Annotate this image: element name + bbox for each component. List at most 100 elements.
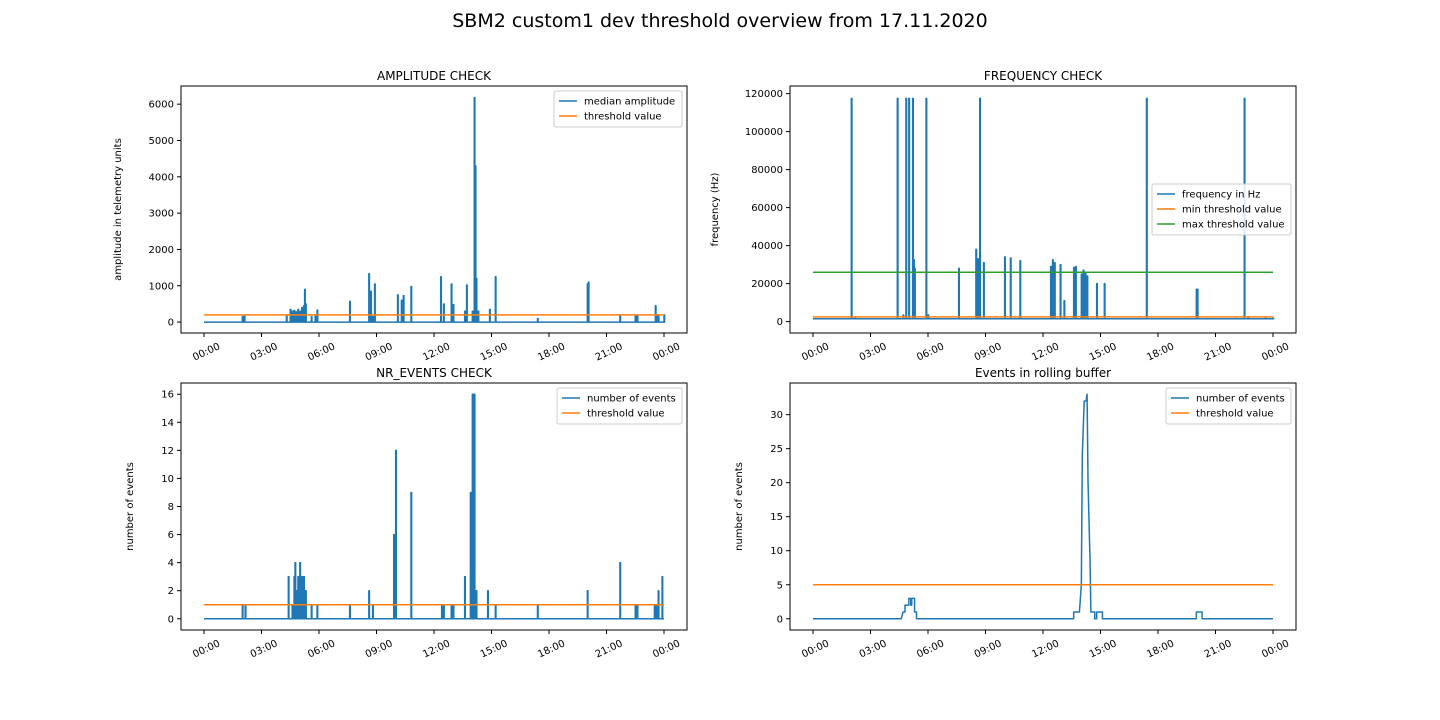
x-tick-label: 18:00 <box>536 341 567 363</box>
y-tick-label: 100000 <box>745 127 783 138</box>
y-axis-label: number of events <box>734 462 745 551</box>
chart-panel-4: Events in rolling buffer number of events… <box>734 366 1297 660</box>
x-tick-label: 06:00 <box>915 638 946 660</box>
chart-panel-1: AMPLITUDE CHECK amplitude in telemetry un… <box>113 69 688 363</box>
legend-box <box>556 387 683 425</box>
y-tick-label: 20000 <box>751 279 783 290</box>
y-tick-label: 2 <box>168 586 174 597</box>
y-tick-label: 1000 <box>149 281 174 292</box>
x-tick-label: 00:00 <box>800 341 831 363</box>
x-tick-label: 15:00 <box>1088 341 1119 363</box>
y-tick-label: 6 <box>168 530 174 541</box>
x-tick-label: 21:00 <box>594 341 625 363</box>
legend-entry: threshold value <box>587 409 665 420</box>
legend-entry: max threshold value <box>1182 220 1285 231</box>
y-tick-label: 60000 <box>751 203 783 214</box>
x-tick-label: 03:00 <box>249 341 280 363</box>
y-tick-label: 14 <box>161 418 174 429</box>
legend-entry: median amplitude <box>584 97 675 108</box>
x-tick-label: 09:00 <box>973 341 1004 363</box>
legend: number of events threshold value <box>1165 387 1292 425</box>
x-tick-label: 15:00 <box>1088 638 1119 660</box>
panel-title: Events in rolling buffer <box>975 366 1111 380</box>
x-tick-label: 00:00 <box>651 341 682 363</box>
legend: frequency in Hz min threshold value max th… <box>1151 183 1292 236</box>
x-tick-label: 21:00 <box>1203 341 1234 363</box>
y-tick-label: 0 <box>777 317 783 328</box>
y-tick-label: 0 <box>777 614 783 625</box>
y-tick-label: 12 <box>161 446 174 457</box>
legend-entry: number of events <box>587 394 676 405</box>
y-tick-label: 2000 <box>149 245 174 256</box>
x-tick-label: 09:00 <box>364 341 395 363</box>
figure-title: SBM2 custom1 dev threshold overview from… <box>452 10 988 32</box>
legend-entry: threshold value <box>1196 409 1274 420</box>
y-tick-label: 30 <box>770 410 783 421</box>
x-tick-label: 12:00 <box>421 638 452 660</box>
x-tick-label: 03:00 <box>858 638 889 660</box>
x-tick-label: 00:00 <box>651 638 682 660</box>
x-tick-label: 03:00 <box>249 638 280 660</box>
legend-entry: number of events <box>1196 394 1285 405</box>
y-tick-label: 40000 <box>751 241 783 252</box>
plot-frame <box>180 85 688 334</box>
chart-panel-3: NR_EVENTS CHECK number of events 0 2 4 6 8 10 12… <box>125 366 688 660</box>
y-tick-label: 6000 <box>149 100 174 111</box>
x-tick-label: 12:00 <box>1030 341 1061 363</box>
y-tick-label: 5000 <box>149 136 174 147</box>
x-tick-label: 09:00 <box>973 638 1004 660</box>
y-axis-label: amplitude in telemetry units <box>113 138 124 281</box>
chart-panel-2: FREQUENCY CHECK frequency (Hz) 0 20000 40000… <box>710 69 1297 363</box>
x-tick-label: 03:00 <box>858 341 889 363</box>
y-tick-label: 80000 <box>751 165 783 176</box>
panel-title: NR_EVENTS CHECK <box>376 366 493 380</box>
series-line-1 <box>813 97 1275 320</box>
legend-box <box>553 90 683 128</box>
y-tick-label: 4 <box>168 558 174 569</box>
y-axis-label: number of events <box>125 462 136 551</box>
x-tick-label: 21:00 <box>594 638 625 660</box>
x-tick-label: 21:00 <box>1203 638 1234 660</box>
x-tick-label: 18:00 <box>1145 638 1176 660</box>
x-tick-label: 18:00 <box>1145 341 1176 363</box>
y-tick-label: 15 <box>770 512 783 523</box>
plot-frame <box>180 382 688 631</box>
y-tick-label: 0 <box>168 614 174 625</box>
x-tick-label: 00:00 <box>191 638 222 660</box>
legend-box <box>1165 387 1292 425</box>
y-tick-label: 8 <box>168 502 174 513</box>
legend: number of events threshold value <box>556 387 683 425</box>
y-tick-label: 25 <box>770 444 783 455</box>
x-tick-label: 12:00 <box>421 341 452 363</box>
panel-title: FREQUENCY CHECK <box>984 69 1103 83</box>
y-tick-label: 10 <box>770 546 783 557</box>
x-tick-label: 00:00 <box>191 341 222 363</box>
y-tick-label: 5 <box>777 580 783 591</box>
plot-frame <box>789 85 1297 334</box>
x-tick-label: 06:00 <box>306 341 337 363</box>
x-tick-label: 18:00 <box>536 638 567 660</box>
plot-frame <box>789 382 1297 631</box>
legend-entry: threshold value <box>584 112 662 123</box>
x-tick-label: 12:00 <box>1030 638 1061 660</box>
legend-entry: frequency in Hz <box>1182 190 1260 201</box>
y-axis-label: frequency (Hz) <box>710 172 721 246</box>
x-tick-label: 15:00 <box>479 341 510 363</box>
x-tick-label: 00:00 <box>800 638 831 660</box>
x-tick-label: 00:00 <box>1260 341 1291 363</box>
series-line-1 <box>204 393 664 620</box>
y-tick-label: 16 <box>161 390 174 401</box>
x-tick-label: 06:00 <box>915 341 946 363</box>
y-tick-label: 20 <box>770 478 783 489</box>
y-tick-label: 3000 <box>149 209 174 220</box>
legend-box <box>1151 183 1292 236</box>
x-tick-label: 06:00 <box>306 638 337 660</box>
y-tick-label: 4000 <box>149 172 174 183</box>
y-tick-label: 120000 <box>745 89 783 100</box>
panel-title: AMPLITUDE CHECK <box>377 69 492 83</box>
x-tick-label: 15:00 <box>479 638 510 660</box>
y-tick-label: 0 <box>168 318 174 329</box>
y-tick-label: 10 <box>161 474 174 485</box>
legend-entry: min threshold value <box>1182 205 1282 216</box>
